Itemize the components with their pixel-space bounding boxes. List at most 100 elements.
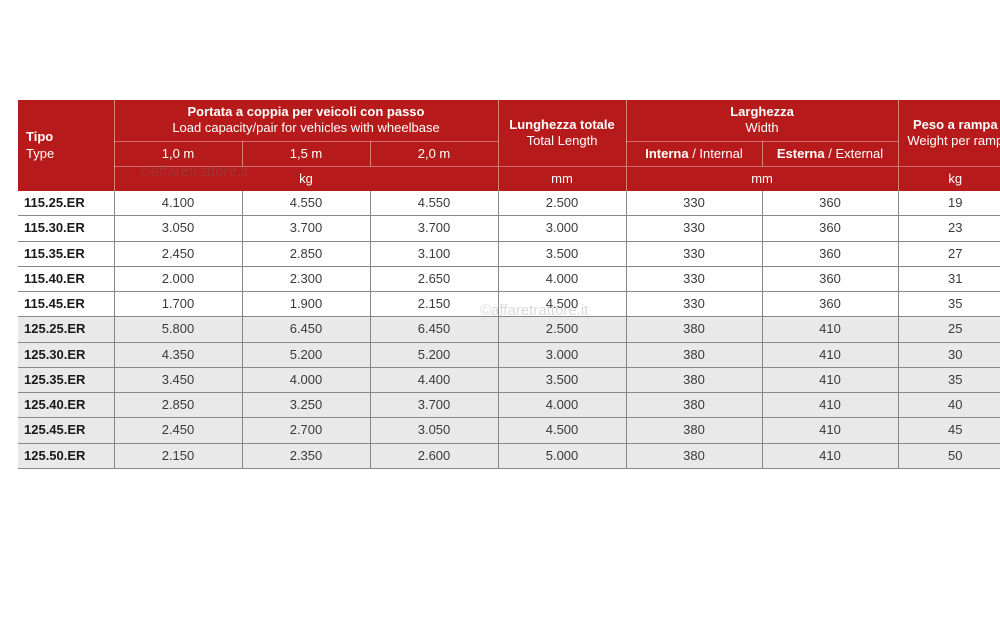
table-body: 115.25.ER4.1004.5504.5502.50033036019115… bbox=[18, 191, 1000, 468]
header-width-int-it: Interna bbox=[645, 146, 688, 161]
cell-cap-20: 4.550 bbox=[370, 191, 498, 216]
cell-type: 115.35.ER bbox=[18, 241, 114, 266]
cell-width-ext: 410 bbox=[762, 342, 898, 367]
cell-cap-15: 3.700 bbox=[242, 216, 370, 241]
cell-weight: 23 bbox=[898, 216, 1000, 241]
cell-width-ext: 410 bbox=[762, 418, 898, 443]
cell-width-ext: 410 bbox=[762, 317, 898, 342]
cell-width-int: 380 bbox=[626, 418, 762, 443]
header-type-en: Type bbox=[26, 146, 54, 161]
cell-cap-15: 4.000 bbox=[242, 367, 370, 392]
cell-weight: 45 bbox=[898, 418, 1000, 443]
cell-length: 3.500 bbox=[498, 367, 626, 392]
cell-cap-10: 3.050 bbox=[114, 216, 242, 241]
cell-width-ext: 360 bbox=[762, 266, 898, 291]
header-length-it: Lunghezza totale bbox=[509, 117, 614, 132]
cell-type: 115.40.ER bbox=[18, 266, 114, 291]
header-capacity: Portata a coppia per veicoli con passo L… bbox=[114, 100, 498, 141]
spec-table-container: Tipo Type Portata a coppia per veicoli c… bbox=[18, 100, 982, 469]
cell-width-int: 380 bbox=[626, 443, 762, 468]
cell-cap-20: 4.400 bbox=[370, 367, 498, 392]
header-type-it: Tipo bbox=[26, 129, 53, 144]
cell-width-ext: 410 bbox=[762, 443, 898, 468]
cell-weight: 27 bbox=[898, 241, 1000, 266]
cell-cap-10: 2.850 bbox=[114, 393, 242, 418]
cell-type: 115.25.ER bbox=[18, 191, 114, 216]
header-width-int-en: Internal bbox=[699, 146, 742, 161]
cell-weight: 31 bbox=[898, 266, 1000, 291]
cell-width-ext: 360 bbox=[762, 292, 898, 317]
cell-width-int: 380 bbox=[626, 367, 762, 392]
header-length-en: Total Length bbox=[527, 133, 598, 148]
cell-width-ext: 360 bbox=[762, 191, 898, 216]
cell-cap-15: 4.550 bbox=[242, 191, 370, 216]
cell-cap-10: 4.350 bbox=[114, 342, 242, 367]
table-row: 125.50.ER2.1502.3502.6005.00038041050 bbox=[18, 443, 1000, 468]
cell-cap-15: 2.300 bbox=[242, 266, 370, 291]
cell-width-ext: 410 bbox=[762, 393, 898, 418]
cell-length: 3.500 bbox=[498, 241, 626, 266]
header-capacity-en: Load capacity/pair for vehicles with whe… bbox=[172, 120, 439, 135]
header-width-int: Interna / Internal bbox=[626, 141, 762, 166]
cell-length: 4.000 bbox=[498, 266, 626, 291]
table-row: 115.35.ER2.4502.8503.1003.50033036027 bbox=[18, 241, 1000, 266]
cell-type: 125.45.ER bbox=[18, 418, 114, 443]
cell-length: 3.000 bbox=[498, 216, 626, 241]
cell-weight: 35 bbox=[898, 292, 1000, 317]
cell-cap-10: 2.450 bbox=[114, 241, 242, 266]
header-weight: Peso a rampa Weight per ramp bbox=[898, 100, 1000, 166]
header-length: Lunghezza totale Total Length bbox=[498, 100, 626, 166]
cell-cap-20: 3.700 bbox=[370, 393, 498, 418]
cell-type: 115.30.ER bbox=[18, 216, 114, 241]
header-capacity-it: Portata a coppia per veicoli con passo bbox=[188, 104, 425, 119]
header-width-ext-en: External bbox=[835, 146, 883, 161]
cell-type: 125.30.ER bbox=[18, 342, 114, 367]
cell-weight: 50 bbox=[898, 443, 1000, 468]
cell-width-int: 380 bbox=[626, 317, 762, 342]
table-row: 115.30.ER3.0503.7003.7003.00033036023 bbox=[18, 216, 1000, 241]
cell-cap-15: 2.700 bbox=[242, 418, 370, 443]
cell-cap-20: 6.450 bbox=[370, 317, 498, 342]
spec-table: Tipo Type Portata a coppia per veicoli c… bbox=[18, 100, 1000, 469]
cell-width-ext: 410 bbox=[762, 367, 898, 392]
header-width-en: Width bbox=[745, 120, 778, 135]
cell-width-int: 330 bbox=[626, 191, 762, 216]
header-cap-15: 1,5 m bbox=[242, 141, 370, 166]
cell-weight: 30 bbox=[898, 342, 1000, 367]
cell-type: 125.25.ER bbox=[18, 317, 114, 342]
cell-cap-20: 3.700 bbox=[370, 216, 498, 241]
cell-type: 125.40.ER bbox=[18, 393, 114, 418]
cell-length: 5.000 bbox=[498, 443, 626, 468]
header-width-unit: mm bbox=[626, 166, 898, 191]
cell-cap-15: 2.350 bbox=[242, 443, 370, 468]
header-weight-unit: kg bbox=[898, 166, 1000, 191]
cell-width-int: 380 bbox=[626, 393, 762, 418]
cell-cap-10: 4.100 bbox=[114, 191, 242, 216]
table-row: 125.25.ER5.8006.4506.4502.50038041025 bbox=[18, 317, 1000, 342]
cell-length: 3.000 bbox=[498, 342, 626, 367]
cell-width-int: 330 bbox=[626, 241, 762, 266]
cell-cap-10: 5.800 bbox=[114, 317, 242, 342]
cell-cap-15: 5.200 bbox=[242, 342, 370, 367]
cell-cap-15: 3.250 bbox=[242, 393, 370, 418]
cell-cap-15: 1.900 bbox=[242, 292, 370, 317]
cell-cap-10: 2.000 bbox=[114, 266, 242, 291]
cell-length: 2.500 bbox=[498, 317, 626, 342]
table-row: 115.40.ER2.0002.3002.6504.00033036031 bbox=[18, 266, 1000, 291]
header-width-ext-it: Esterna bbox=[777, 146, 825, 161]
cell-weight: 19 bbox=[898, 191, 1000, 216]
table-row: 125.35.ER3.4504.0004.4003.50038041035 bbox=[18, 367, 1000, 392]
table-row: 125.30.ER4.3505.2005.2003.00038041030 bbox=[18, 342, 1000, 367]
cell-cap-20: 3.100 bbox=[370, 241, 498, 266]
table-row: 125.45.ER2.4502.7003.0504.50038041045 bbox=[18, 418, 1000, 443]
header-weight-it: Peso a rampa bbox=[913, 117, 998, 132]
header-cap-20: 2,0 m bbox=[370, 141, 498, 166]
cell-width-ext: 360 bbox=[762, 216, 898, 241]
cell-length: 4.000 bbox=[498, 393, 626, 418]
table-row: 115.45.ER1.7001.9002.1504.50033036035 bbox=[18, 292, 1000, 317]
header-len-unit: mm bbox=[498, 166, 626, 191]
table-row: 115.25.ER4.1004.5504.5502.50033036019 bbox=[18, 191, 1000, 216]
cell-cap-15: 2.850 bbox=[242, 241, 370, 266]
header-weight-en: Weight per ramp bbox=[907, 133, 1000, 148]
cell-weight: 25 bbox=[898, 317, 1000, 342]
